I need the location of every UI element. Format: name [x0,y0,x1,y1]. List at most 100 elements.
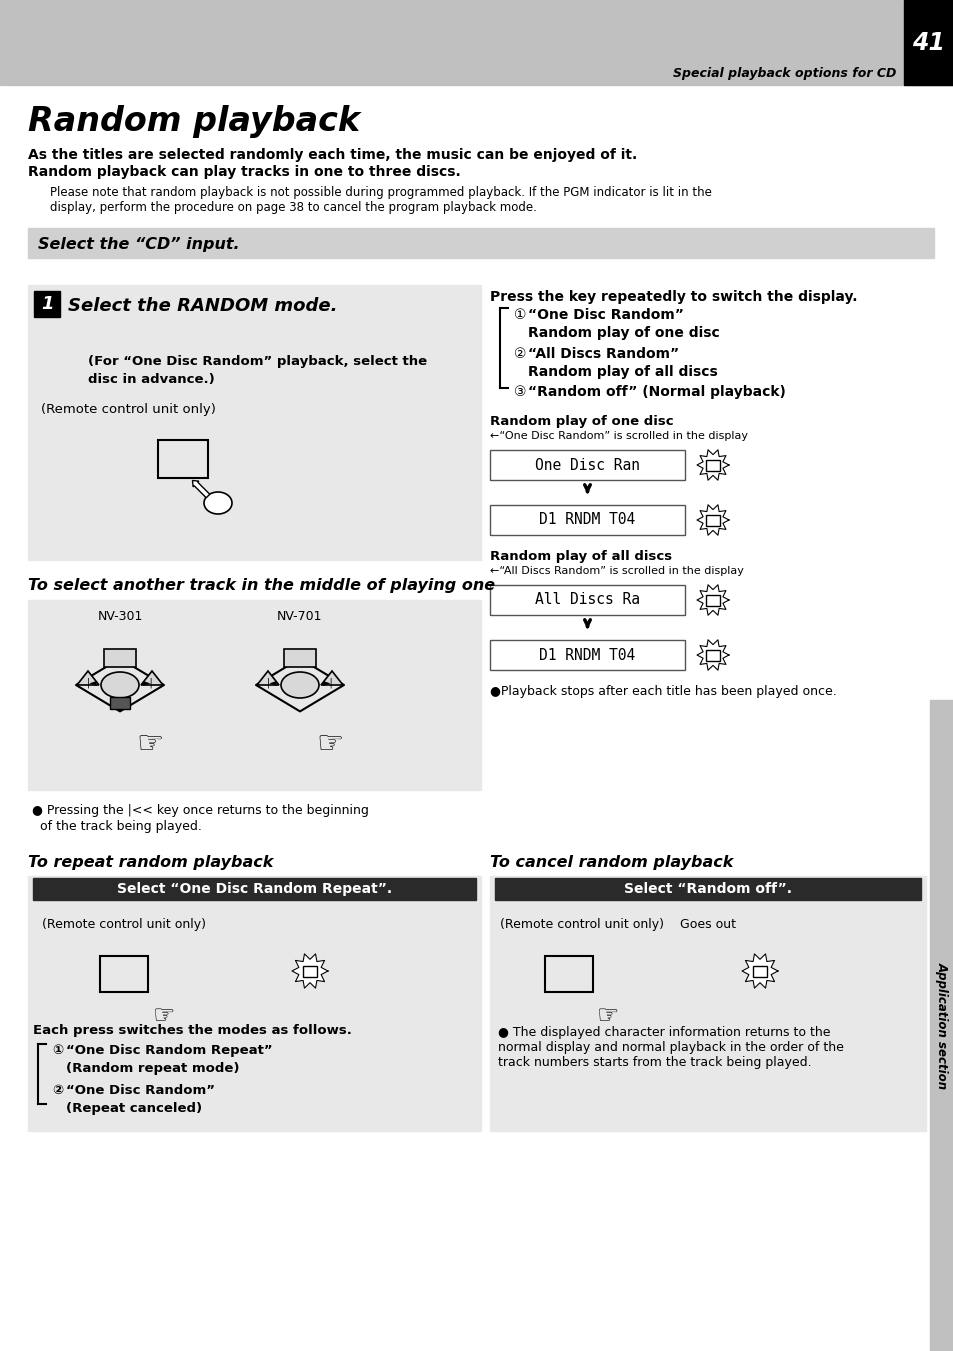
Text: ►|: ►| [143,678,153,688]
Bar [705,459,720,470]
Bar [705,515,720,526]
Text: 1: 1 [41,295,53,313]
Text: NV-701: NV-701 [277,611,322,623]
Text: As the titles are selected randomly each time, the music can be enjoyed of it.: As the titles are selected randomly each… [28,149,637,162]
Bar [490,450,684,480]
Ellipse shape [101,671,139,698]
Text: Application section: Application section [935,962,947,1089]
Bar [903,0,953,85]
Ellipse shape [204,492,232,513]
Text: Random play of all discs: Random play of all discs [490,550,672,563]
Text: All Discs Ra: All Discs Ra [535,593,639,608]
Text: ②: ② [52,1084,63,1097]
Text: ←“All Discs Random” is scrolled in the display: ←“All Discs Random” is scrolled in the d… [490,566,743,576]
Bar [28,600,480,790]
Bar [284,648,315,667]
Text: Select the RANDOM mode.: Select the RANDOM mode. [68,297,337,315]
Text: ● The displayed character information returns to the
normal display and normal p: ● The displayed character information re… [497,1025,843,1069]
Text: ①: ① [52,1044,63,1056]
Text: ☞: ☞ [136,730,164,759]
Text: (For “One Disc Random” playback, select the: (For “One Disc Random” playback, select … [88,355,427,367]
Text: (Repeat canceled): (Repeat canceled) [66,1102,202,1115]
Text: To repeat random playback: To repeat random playback [28,855,274,870]
Bar [490,585,684,615]
Bar [28,285,480,561]
Text: Random play of all discs: Random play of all discs [527,365,717,380]
Text: D1 RNDM T04: D1 RNDM T04 [538,512,635,527]
Text: “One Disc Random”: “One Disc Random” [66,1084,214,1097]
FancyArrow shape [193,481,210,497]
Ellipse shape [281,671,318,698]
Text: Random play of one disc: Random play of one disc [490,415,673,428]
Text: (Random repeat mode): (Random repeat mode) [66,1062,239,1075]
Text: ③: ③ [514,385,526,399]
Bar [705,650,720,661]
Text: ②: ② [514,347,526,361]
Polygon shape [741,954,778,988]
Polygon shape [697,640,728,670]
Text: 41: 41 [911,31,944,54]
Bar [104,648,136,667]
Text: One Disc Ran: One Disc Ran [535,458,639,473]
Polygon shape [697,450,728,480]
Text: ☞: ☞ [316,730,343,759]
Text: ①: ① [514,308,526,322]
Text: |◄: |◄ [87,678,97,688]
Text: “All Discs Random”: “All Discs Random” [527,347,679,361]
Text: “One Disc Random Repeat”: “One Disc Random Repeat” [66,1044,273,1056]
Bar [544,957,593,992]
Text: Select the “CD” input.: Select the “CD” input. [38,236,239,251]
Bar [490,640,684,670]
Text: To cancel random playback: To cancel random playback [490,855,733,870]
Text: “One Disc Random”: “One Disc Random” [527,308,683,322]
Text: Random playback can play tracks in one to three discs.: Random playback can play tracks in one t… [28,165,460,178]
Text: ☞: ☞ [152,1004,175,1028]
Bar [752,966,766,977]
Bar [110,697,130,709]
Bar [28,875,480,1131]
Text: “Random off” (Normal playback): “Random off” (Normal playback) [527,385,785,399]
Bar [34,290,60,317]
Polygon shape [697,585,728,615]
Bar [705,594,720,605]
Bar [100,957,148,992]
Text: ●Playback stops after each title has been played once.: ●Playback stops after each title has bee… [490,685,836,698]
Bar [158,440,208,478]
Text: (Remote control unit only): (Remote control unit only) [499,917,663,931]
Text: Please note that random playback is not possible during programmed playback. If : Please note that random playback is not … [50,186,711,213]
FancyArrow shape [141,671,163,685]
Text: ● Pressing the |<< key once returns to the beginning: ● Pressing the |<< key once returns to t… [32,804,369,817]
Bar [28,228,933,258]
Text: Each press switches the modes as follows.: Each press switches the modes as follows… [33,1024,352,1038]
Text: Goes out: Goes out [679,917,735,931]
Text: ←“One Disc Random” is scrolled in the display: ←“One Disc Random” is scrolled in the di… [490,431,747,440]
Text: ►|: ►| [322,678,333,688]
Text: disc in advance.): disc in advance.) [88,373,214,386]
Bar [303,966,316,977]
Text: Select “One Disc Random Repeat”.: Select “One Disc Random Repeat”. [117,882,392,896]
FancyArrow shape [77,671,99,685]
Text: Random play of one disc: Random play of one disc [527,326,719,340]
FancyArrow shape [320,671,343,685]
Bar [0,0,953,85]
Text: NV-301: NV-301 [97,611,143,623]
Text: Special playback options for CD: Special playback options for CD [672,66,895,80]
Polygon shape [697,505,728,535]
Text: (Remote control unit only): (Remote control unit only) [42,917,206,931]
Bar [33,878,476,900]
Text: ☞: ☞ [597,1004,618,1028]
FancyArrow shape [256,671,278,685]
Text: D1 RNDM T04: D1 RNDM T04 [538,647,635,662]
Text: |◄: |◄ [266,678,277,688]
Bar [929,700,953,1351]
Text: Random playback: Random playback [28,105,359,138]
Bar [490,505,684,535]
Text: (Remote control unit only): (Remote control unit only) [41,403,215,416]
Text: Press the key repeatedly to switch the display.: Press the key repeatedly to switch the d… [490,290,857,304]
Text: Select “Random off”.: Select “Random off”. [623,882,791,896]
Text: of the track being played.: of the track being played. [32,820,202,834]
Text: To select another track in the middle of playing one: To select another track in the middle of… [28,578,495,593]
Bar [490,875,925,1131]
Polygon shape [292,954,328,988]
Bar [495,878,920,900]
